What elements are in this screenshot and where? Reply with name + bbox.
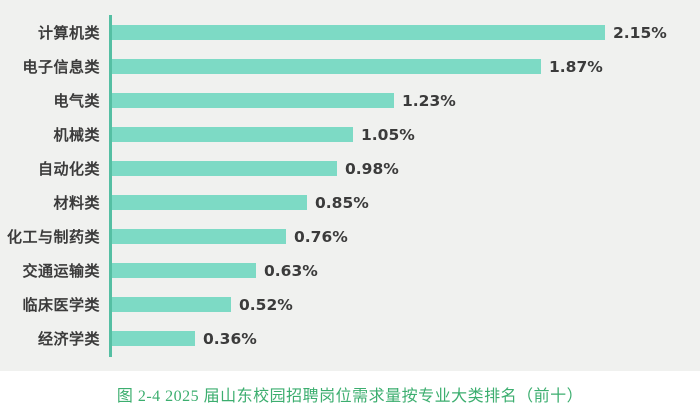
category-label: 交通运输类 xyxy=(22,262,100,280)
bar-row: 交通运输类 0.63% xyxy=(0,261,700,281)
bar-row: 计算机类 2.15% xyxy=(0,23,700,43)
value-label: 0.98% xyxy=(345,159,399,178)
value-label: 0.52% xyxy=(239,295,293,314)
bar xyxy=(112,229,286,244)
category-label: 经济学类 xyxy=(37,330,100,348)
category-label: 电子信息类 xyxy=(22,58,100,76)
value-label: 1.87% xyxy=(549,57,603,76)
bar xyxy=(112,331,195,346)
bar xyxy=(112,127,353,142)
chart-caption: 图 2-4 2025 届山东校园招聘岗位需求量按专业大类排名（前十） xyxy=(116,388,584,405)
category-label: 临床医学类 xyxy=(22,296,100,314)
bar xyxy=(112,59,541,74)
value-label: 2.15% xyxy=(613,23,667,42)
value-label: 0.85% xyxy=(315,193,369,212)
bar-row: 经济学类 0.36% xyxy=(0,329,700,349)
category-label: 机械类 xyxy=(53,126,100,144)
category-label: 材料类 xyxy=(53,194,100,212)
bar-row: 材料类 0.85% xyxy=(0,193,700,213)
value-label: 0.76% xyxy=(294,227,348,246)
bar xyxy=(112,263,256,278)
plot-area xyxy=(0,0,700,371)
bar xyxy=(112,297,231,312)
bar xyxy=(112,161,337,176)
category-label: 化工与制药类 xyxy=(6,228,100,246)
bar-row: 临床医学类 0.52% xyxy=(0,295,700,315)
category-label: 自动化类 xyxy=(37,160,100,178)
bar-row: 自动化类 0.98% xyxy=(0,159,700,179)
value-label: 1.05% xyxy=(361,125,415,144)
value-label: 0.63% xyxy=(264,261,318,280)
bar-row: 电气类 1.23% xyxy=(0,91,700,111)
value-label: 0.36% xyxy=(203,329,257,348)
bar-row: 机械类 1.05% xyxy=(0,125,700,145)
value-label: 1.23% xyxy=(402,91,456,110)
category-label: 计算机类 xyxy=(37,24,100,42)
y-axis-line xyxy=(109,15,112,357)
bar xyxy=(112,93,394,108)
category-label: 电气类 xyxy=(53,92,100,110)
bar xyxy=(112,195,307,210)
bar xyxy=(112,25,605,40)
bar-row: 电子信息类 1.87% xyxy=(0,57,700,77)
bar-row: 化工与制药类 0.76% xyxy=(0,227,700,247)
